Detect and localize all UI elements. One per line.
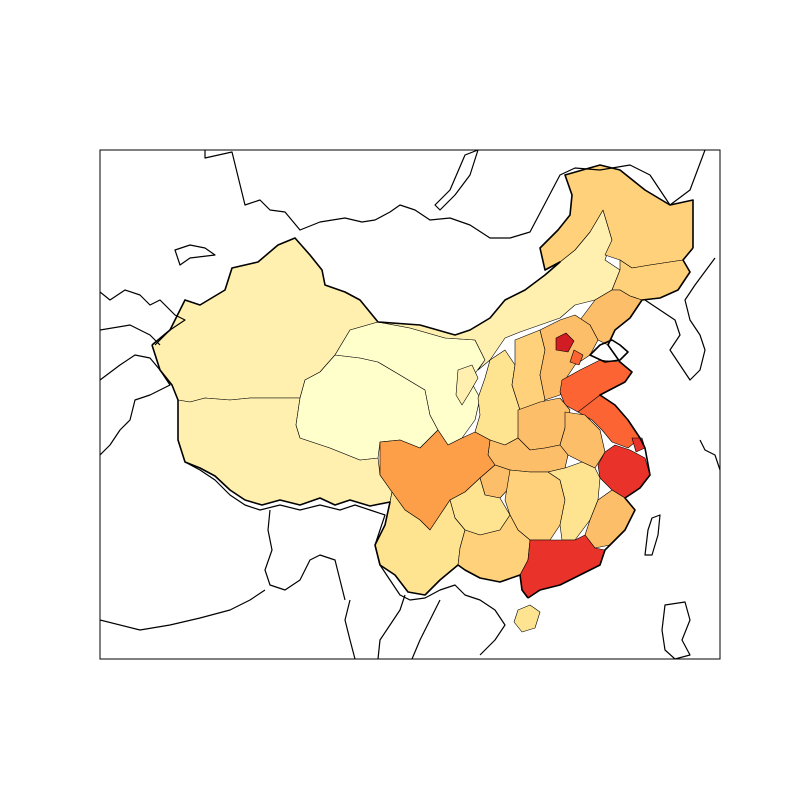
province-ningxia xyxy=(455,364,479,406)
west-border xyxy=(100,354,171,456)
china-outline-east xyxy=(527,247,694,599)
province-layer xyxy=(151,164,694,633)
central-asia-border xyxy=(100,289,186,346)
country-borders xyxy=(100,150,720,659)
korea-border xyxy=(644,257,716,381)
russia-border xyxy=(204,150,706,239)
south-asia-border xyxy=(184,461,386,546)
province-shanxi xyxy=(511,329,546,411)
laos-border xyxy=(377,594,406,659)
baikal xyxy=(174,244,216,266)
india-coast xyxy=(100,589,266,631)
myanmar-border xyxy=(264,509,346,601)
province-beijing xyxy=(555,332,575,353)
indochina-border xyxy=(374,544,506,656)
province-tianjin xyxy=(569,349,584,366)
china-outline-north xyxy=(151,164,694,346)
taiwan xyxy=(644,514,661,556)
philippines xyxy=(661,601,691,659)
sakhalin xyxy=(434,150,479,211)
province-hainan xyxy=(513,604,541,633)
central-asia-border-2 xyxy=(100,324,161,346)
province-hunan xyxy=(504,469,566,541)
japan-coast xyxy=(699,439,720,471)
bay-coast xyxy=(344,599,356,659)
vietnam-coast xyxy=(411,599,441,659)
map-frame xyxy=(99,149,721,660)
bohai-coast xyxy=(589,339,629,363)
china-outline-south xyxy=(151,344,529,599)
province-hebei xyxy=(539,314,599,401)
